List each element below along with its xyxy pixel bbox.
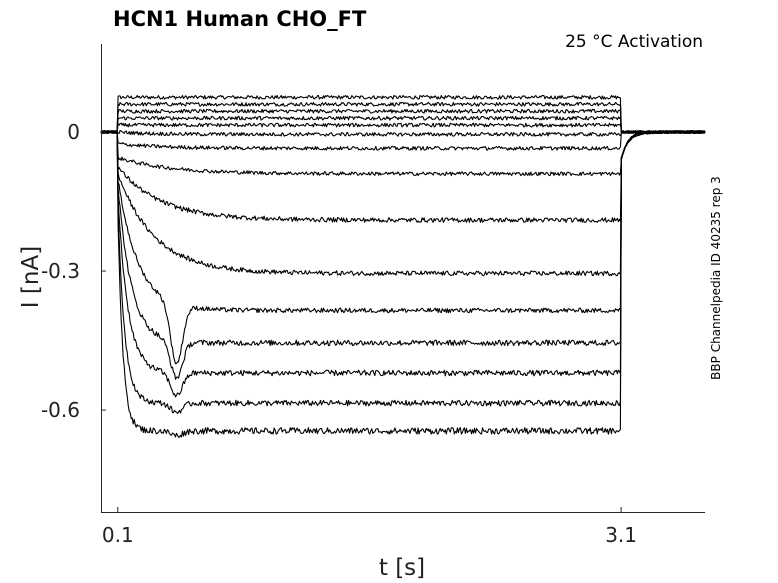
x-tick-label: 3.1 — [605, 523, 637, 547]
current-trace-12 — [100, 130, 706, 380]
y-tick-label: -0.3 — [41, 259, 80, 283]
current-trace-11 — [100, 130, 706, 365]
x-tick-label: 0.1 — [102, 523, 134, 547]
y-tick-label: 0 — [67, 120, 80, 144]
current-trace-10 — [100, 130, 706, 277]
condition-annotation: 25 °C Activation — [565, 32, 703, 52]
x-axis-label: t [s] — [379, 555, 425, 581]
chart-title: HCN1 Human CHO_FT — [113, 7, 367, 31]
channelpedia-id-note: BBP Channelpedia ID 40235 rep 3 — [709, 176, 723, 380]
current-trace-13 — [100, 130, 706, 398]
current-trace-4 — [100, 115, 706, 134]
current-trace-3 — [100, 108, 706, 134]
x-axis-ticks: 0.1 3.1 — [102, 507, 637, 547]
current-traces — [100, 94, 706, 438]
current-trace-15 — [100, 130, 706, 438]
current-trace-6 — [100, 129, 706, 137]
y-axis-ticks: 0 -0.3 -0.6 — [41, 120, 106, 422]
current-trace-7 — [100, 130, 706, 151]
current-trace-8 — [100, 130, 706, 177]
current-trace-1 — [100, 94, 706, 134]
y-tick-label: -0.6 — [41, 398, 80, 422]
current-trace-14 — [100, 130, 706, 415]
y-axis-label: I [nA] — [18, 246, 44, 308]
current-trace-5 — [100, 122, 706, 134]
current-trace-2 — [100, 101, 706, 134]
current-trace-9 — [100, 130, 706, 223]
